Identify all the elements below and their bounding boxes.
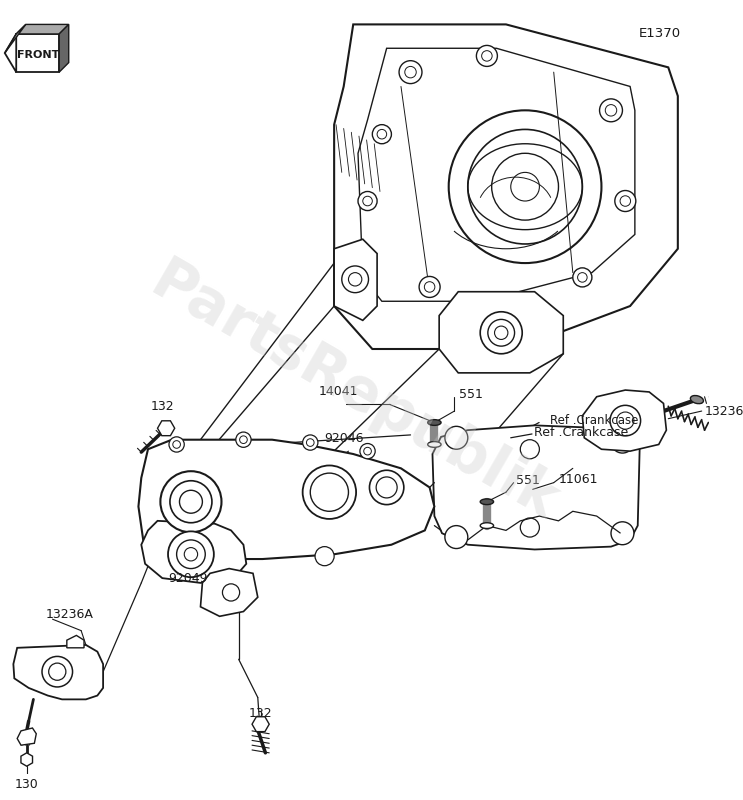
Polygon shape xyxy=(439,292,563,373)
Circle shape xyxy=(476,46,497,66)
Text: E1370: E1370 xyxy=(639,27,681,40)
Text: 551: 551 xyxy=(459,388,483,402)
Ellipse shape xyxy=(480,522,493,529)
Circle shape xyxy=(610,406,640,436)
Circle shape xyxy=(360,443,375,458)
Circle shape xyxy=(342,266,369,293)
Text: 92046: 92046 xyxy=(324,433,363,446)
Polygon shape xyxy=(17,728,36,745)
Polygon shape xyxy=(334,239,377,320)
Circle shape xyxy=(315,546,334,566)
Polygon shape xyxy=(583,390,666,451)
Polygon shape xyxy=(158,421,175,436)
Polygon shape xyxy=(16,25,69,34)
Ellipse shape xyxy=(480,499,493,505)
Text: FRONT: FRONT xyxy=(17,50,59,60)
Circle shape xyxy=(369,470,404,505)
Circle shape xyxy=(302,466,356,519)
Circle shape xyxy=(445,426,468,450)
Text: 130: 130 xyxy=(15,778,39,790)
Polygon shape xyxy=(4,25,26,53)
Polygon shape xyxy=(201,569,258,616)
Circle shape xyxy=(573,268,592,287)
Polygon shape xyxy=(252,717,269,732)
Circle shape xyxy=(449,110,601,263)
Text: 551: 551 xyxy=(516,474,539,487)
Circle shape xyxy=(419,277,440,298)
Text: Ref .Crankcase: Ref .Crankcase xyxy=(550,414,638,427)
Circle shape xyxy=(600,99,623,122)
Circle shape xyxy=(611,430,634,453)
Text: 132: 132 xyxy=(151,400,174,413)
Polygon shape xyxy=(334,25,678,349)
Text: 13236A: 13236A xyxy=(46,608,94,621)
Circle shape xyxy=(614,190,636,211)
Polygon shape xyxy=(13,645,103,699)
Polygon shape xyxy=(67,635,84,648)
Circle shape xyxy=(399,61,422,83)
Polygon shape xyxy=(59,25,69,72)
Ellipse shape xyxy=(428,442,441,447)
Ellipse shape xyxy=(428,420,441,426)
Circle shape xyxy=(611,522,634,545)
Circle shape xyxy=(445,526,468,549)
Circle shape xyxy=(302,435,318,450)
Text: Ref .Crankcase: Ref .Crankcase xyxy=(534,426,629,439)
Circle shape xyxy=(42,657,73,687)
Polygon shape xyxy=(16,34,59,72)
Circle shape xyxy=(160,471,221,532)
Text: 132: 132 xyxy=(249,707,273,720)
Circle shape xyxy=(358,191,377,210)
Polygon shape xyxy=(141,521,247,583)
Ellipse shape xyxy=(690,395,704,404)
Polygon shape xyxy=(138,440,435,559)
Circle shape xyxy=(236,432,251,447)
Circle shape xyxy=(177,545,195,564)
Polygon shape xyxy=(4,34,16,72)
Text: 14041: 14041 xyxy=(319,385,359,398)
Circle shape xyxy=(372,125,392,144)
Text: 92049: 92049 xyxy=(169,572,208,585)
Text: 11061: 11061 xyxy=(559,474,598,486)
Circle shape xyxy=(169,437,184,452)
Polygon shape xyxy=(432,426,640,550)
Circle shape xyxy=(480,312,522,354)
Text: PartsRepublik: PartsRepublik xyxy=(141,252,568,532)
Circle shape xyxy=(168,531,214,577)
Text: 13236: 13236 xyxy=(704,405,743,418)
Polygon shape xyxy=(21,753,33,766)
